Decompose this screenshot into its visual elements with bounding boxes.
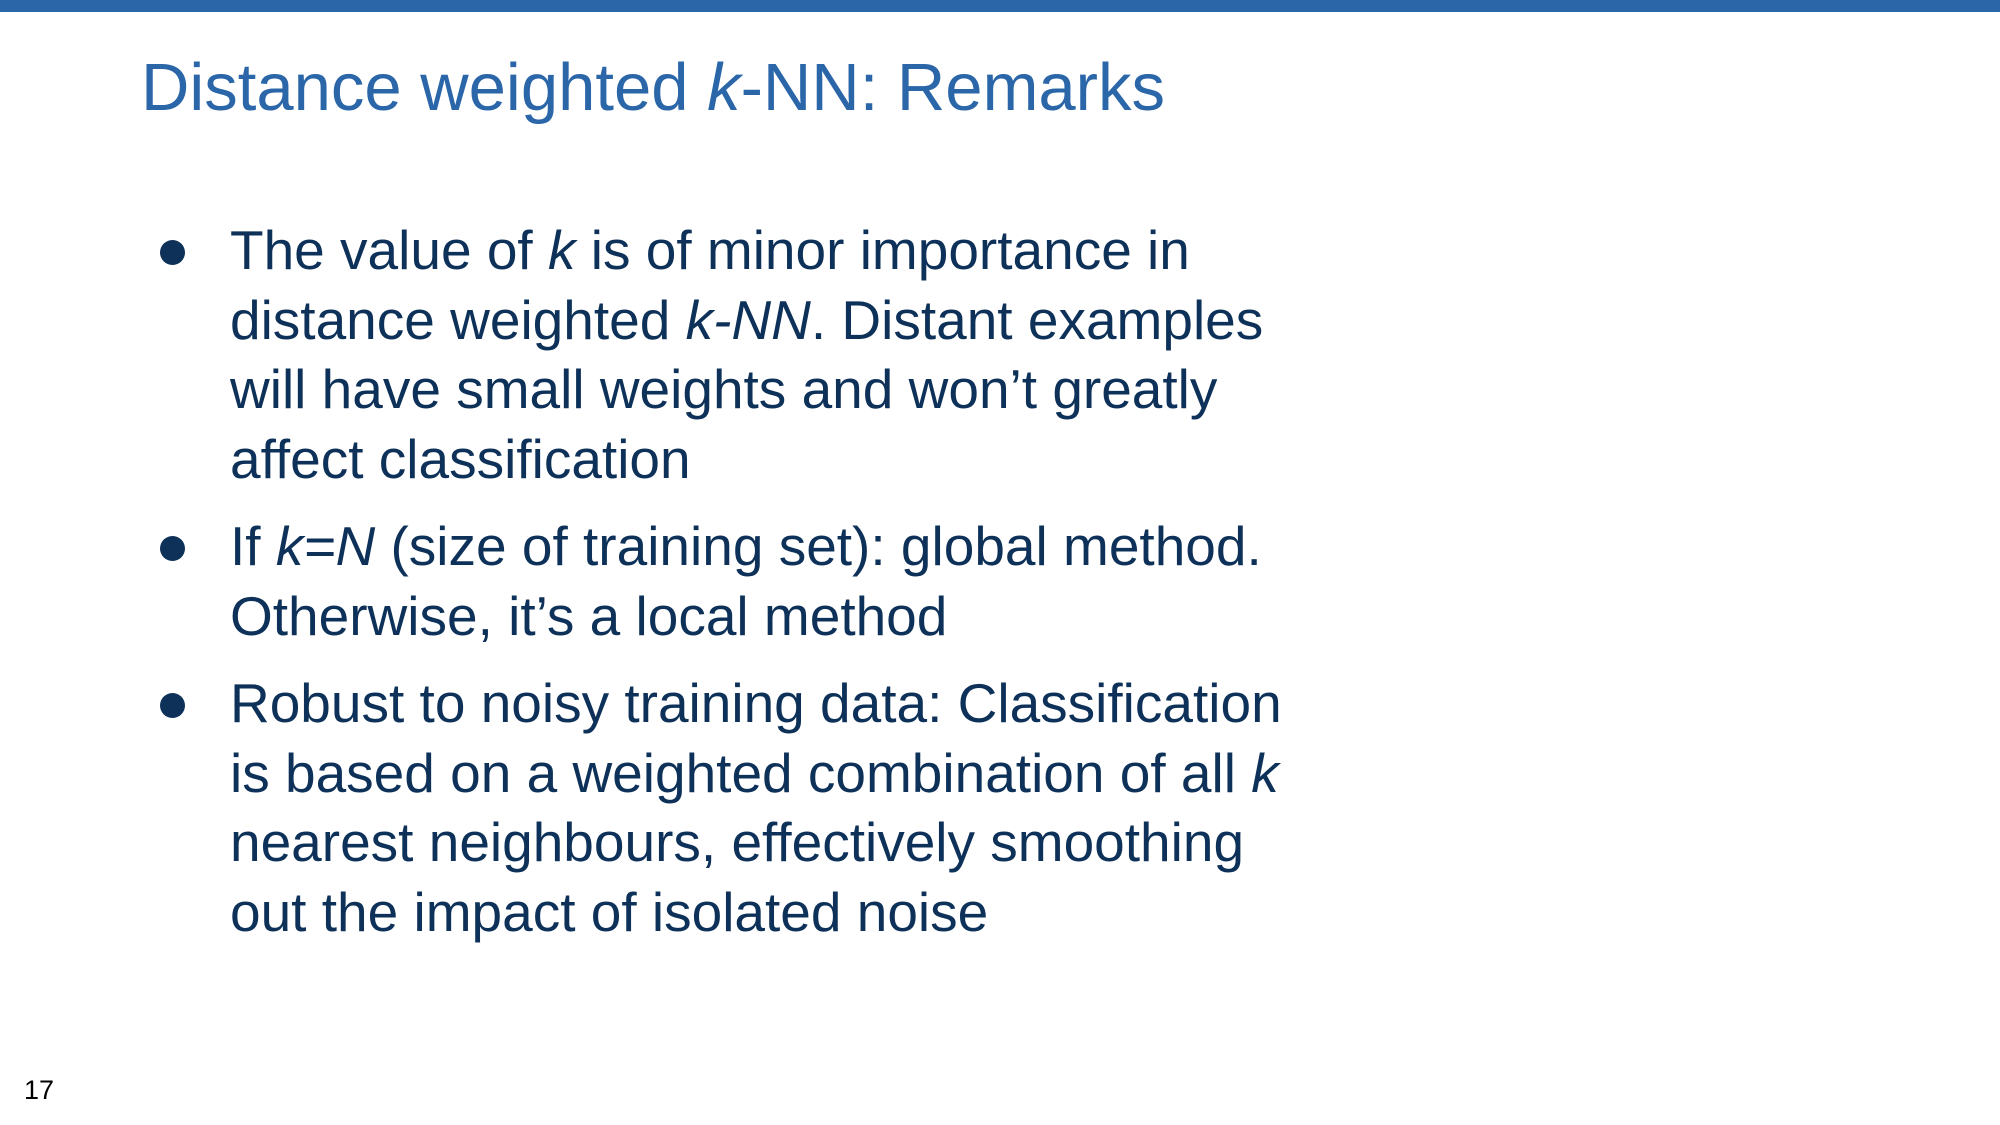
text-run: (size of training set): global method. [375,515,1262,577]
bullet-line: will have small weights and won’t greatl… [230,358,1218,420]
title-k-italic: k [707,50,741,125]
top-accent-bar [0,0,2000,12]
bullet-line: Otherwise, it’s a local method [230,584,948,647]
title-text-start: Distance weighted [141,50,708,125]
bullet-text: The value of k is of minor importance in… [230,216,1410,494]
bullet-line: The value of k is of minor importance in [230,216,1410,286]
bullet-line: affect classification [230,427,691,490]
text-run: distance weighted [230,288,686,351]
bullet-dot-icon [160,693,185,718]
italic-k-equals-n: k=N [275,515,376,577]
text-run: is based on a weighted combination of al… [230,741,1252,804]
italic-k: k [547,219,576,281]
bullet-item-robust-noise: Robust to noisy training data: Classific… [150,669,1410,947]
bullet-line: is based on a weighted combination of al… [230,739,1410,809]
text-run: The value of [230,219,548,281]
bullet-line: If k=N (size of training set): global me… [230,512,1410,582]
text-run: . Distant examples [810,288,1264,351]
bullet-line: nearest neighbours, effectively smoothin… [230,811,1245,873]
text-run: If [230,515,276,577]
bullet-list: The value of k is of minor importance in… [150,216,1410,965]
italic-knn: k-NN [685,288,811,351]
bullet-dot-icon [160,240,185,265]
italic-k: k [1251,741,1279,804]
bullet-line: Robust to noisy training data: Classific… [230,672,1282,734]
bullet-item-k-importance: The value of k is of minor importance in… [150,216,1410,494]
bullet-dot-icon [160,536,185,561]
slide-title: Distance weighted k-NN: Remarks [141,42,1165,134]
text-run: is of minor importance in [575,219,1190,281]
title-text-end: -NN: Remarks [740,50,1165,125]
page-number: 17 [24,1075,55,1105]
bullet-line: distance weighted k-NN. Distant examples [230,286,1410,356]
bullet-item-global-local: If k=N (size of training set): global me… [150,512,1410,651]
bullet-text: Robust to noisy training data: Classific… [230,669,1410,947]
bullet-text: If k=N (size of training set): global me… [230,512,1410,651]
bullet-line: out the impact of isolated noise [230,880,989,943]
